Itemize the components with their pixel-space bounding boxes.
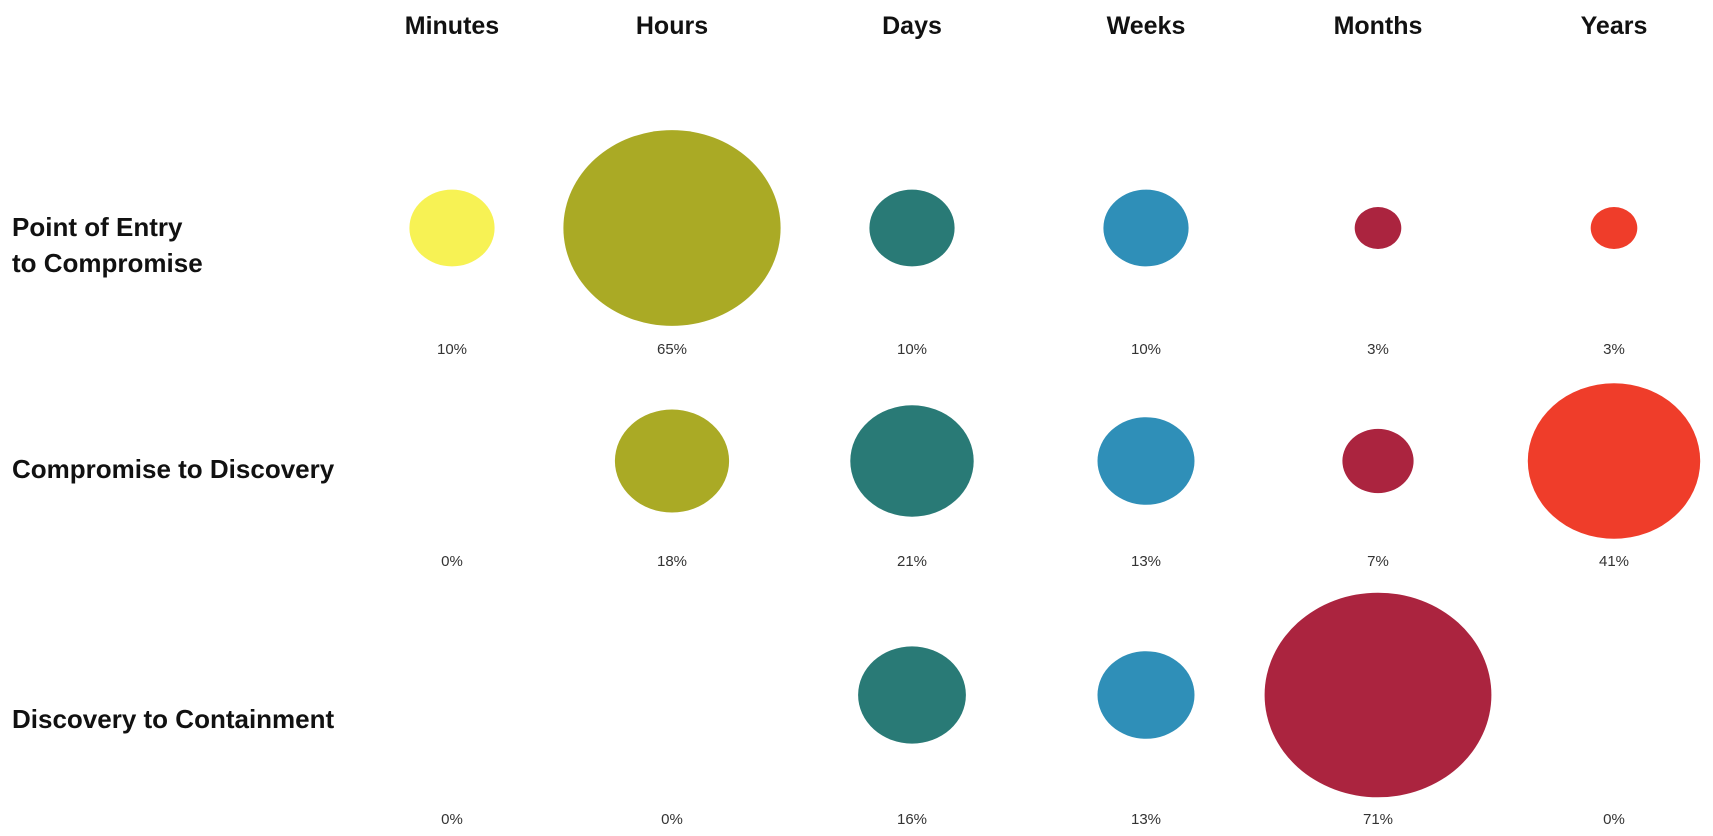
row-label-1-line-0: Compromise to Discovery xyxy=(12,454,335,484)
bubble-row2-weeks xyxy=(1097,651,1195,739)
pct-label-row2-days: 16% xyxy=(897,811,927,828)
bubble-row0-weeks xyxy=(1103,189,1189,267)
pct-label-row1-days: 21% xyxy=(897,553,927,570)
bubble-row0-years xyxy=(1590,207,1638,249)
pct-label-row2-months: 71% xyxy=(1363,811,1393,828)
pct-label-row0-months: 3% xyxy=(1367,341,1389,358)
bubble-row0-months xyxy=(1354,207,1402,249)
bubble-row2-months xyxy=(1264,592,1492,798)
row-label-2-line-0: Discovery to Containment xyxy=(12,704,335,734)
bubble-row2-days xyxy=(858,646,966,744)
pct-label-row0-minutes: 10% xyxy=(437,341,467,358)
pct-label-row1-hours: 18% xyxy=(657,553,687,570)
bubble-row1-years xyxy=(1527,383,1701,539)
pct-label-row1-weeks: 13% xyxy=(1131,553,1161,570)
pct-label-row1-years: 41% xyxy=(1599,553,1629,570)
bubble-row0-days xyxy=(869,189,955,267)
row-label-0-line-0: Point of Entry xyxy=(12,212,183,242)
bubble-row0-minutes xyxy=(409,189,495,267)
bubble-row1-hours xyxy=(614,409,730,513)
column-header-weeks: Weeks xyxy=(1107,12,1186,40)
pct-label-row1-months: 7% xyxy=(1367,553,1389,570)
bubble-row1-weeks xyxy=(1097,417,1195,505)
row-label-0-line-1: to Compromise xyxy=(12,248,203,278)
pct-label-row0-years: 3% xyxy=(1603,341,1625,358)
column-header-months: Months xyxy=(1334,12,1423,40)
pct-label-row2-weeks: 13% xyxy=(1131,811,1161,828)
bubble-row1-months xyxy=(1342,428,1414,494)
column-header-minutes: Minutes xyxy=(405,12,499,40)
pct-label-row0-hours: 65% xyxy=(657,341,687,358)
percentage-labels: 10% 65% 10% 10% 3% 3% 0% 18% 21% 13% 7% 41% 0% 0% 16% 1… xyxy=(437,341,1629,828)
pct-label-row0-days: 10% xyxy=(897,341,927,358)
bubble-row1-days xyxy=(850,405,974,517)
bubble-row0-hours xyxy=(563,130,781,326)
pct-label-row2-minutes: 0% xyxy=(441,811,463,828)
column-headers: Minutes Hours Days Weeks Months Years xyxy=(405,12,1648,40)
bubbles xyxy=(409,130,1701,798)
row-labels: Point of Entry to Compromise Compromise to… xyxy=(12,212,335,734)
column-header-days: Days xyxy=(882,12,942,40)
pct-label-row1-minutes: 0% xyxy=(441,553,463,570)
column-header-years: Years xyxy=(1581,12,1648,40)
pct-label-row2-hours: 0% xyxy=(661,811,683,828)
pct-label-row0-weeks: 10% xyxy=(1131,341,1161,358)
column-header-hours: Hours xyxy=(636,12,708,40)
pct-label-row2-years: 0% xyxy=(1603,811,1625,828)
